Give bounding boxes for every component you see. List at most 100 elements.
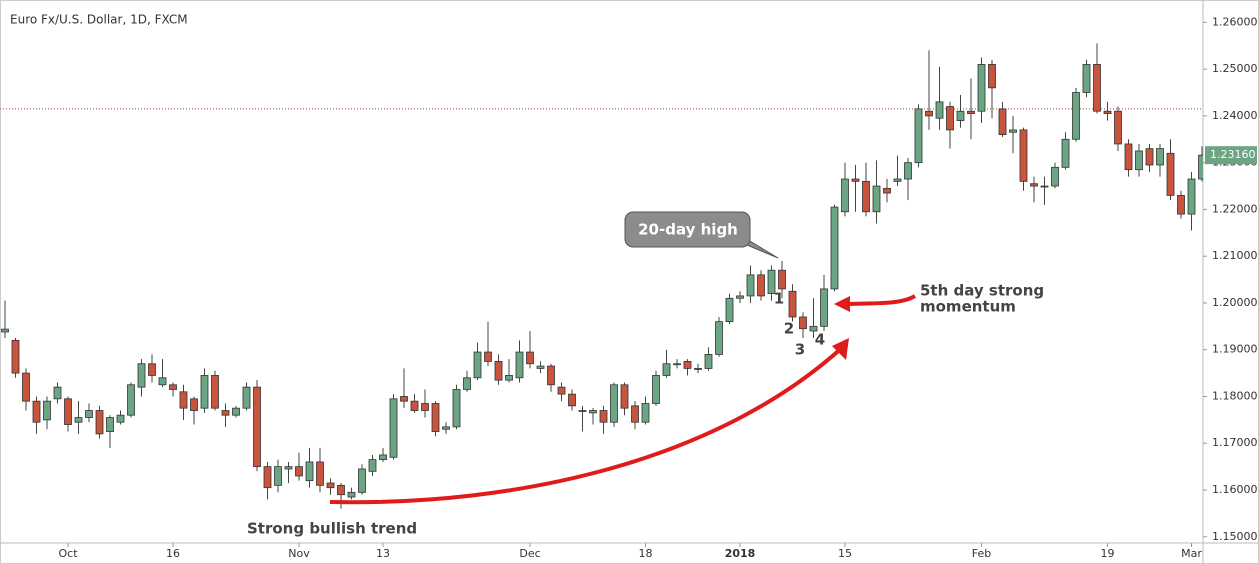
day-number: 3 <box>795 341 805 359</box>
candle-body <box>1082 64 1091 93</box>
candle-body <box>190 398 198 411</box>
candle-body <box>326 482 335 489</box>
candle-body <box>473 351 482 379</box>
candle-body <box>1093 64 1101 112</box>
candle-body <box>463 377 471 390</box>
candle-body <box>935 101 944 119</box>
candle-body <box>1019 129 1028 182</box>
candle-body <box>652 375 660 404</box>
candle-body <box>977 64 986 112</box>
candle-body <box>925 110 933 117</box>
candle-body <box>988 64 996 89</box>
candle-body <box>148 363 156 376</box>
candle-body <box>127 384 135 416</box>
candle-body <box>851 178 860 182</box>
candle-body <box>347 491 356 498</box>
candle-body <box>1124 143 1133 171</box>
candle-body <box>704 353 713 369</box>
candle-body <box>610 384 618 423</box>
candle-body <box>32 400 41 423</box>
candle-body <box>599 410 608 423</box>
candle-body <box>137 363 146 388</box>
candle-body <box>85 410 93 418</box>
day-number: 4 <box>815 331 825 349</box>
y-tick-label: 1.22000 <box>1212 202 1258 215</box>
high-label: 20-day high <box>638 221 738 239</box>
candle-body <box>725 297 734 323</box>
candle-body <box>631 405 639 423</box>
candle-body <box>200 375 209 409</box>
candle-body <box>1051 166 1059 187</box>
candle-body <box>1156 148 1164 166</box>
candle-body <box>893 178 902 182</box>
candle-body <box>620 384 629 409</box>
x-tick-label: 16 <box>166 547 180 560</box>
candle-body <box>379 454 387 461</box>
candle-body <box>998 108 1007 135</box>
candle-body <box>95 410 104 435</box>
candle-body <box>431 403 440 432</box>
candle-body <box>767 269 776 294</box>
candle-body <box>43 400 51 421</box>
candle-body <box>1145 148 1154 166</box>
candle-body <box>778 269 786 290</box>
candle-body <box>221 410 230 416</box>
x-tick-label: 19 <box>1101 547 1115 560</box>
x-tick-label: Dec <box>519 547 540 560</box>
candle-body <box>368 459 377 472</box>
candle-body <box>715 321 723 355</box>
candle-body <box>515 351 524 379</box>
trend-arrow <box>329 343 847 505</box>
candle-body <box>179 391 188 409</box>
candle-body <box>883 187 891 194</box>
candle-body <box>862 180 870 213</box>
candle-body <box>116 414 125 423</box>
x-tick-label: 2018 <box>725 547 756 560</box>
candle-body <box>683 361 692 369</box>
momentum-label: momentum <box>920 298 1016 316</box>
candle-body <box>158 377 167 386</box>
candle-body <box>494 361 503 381</box>
candle-body <box>1061 138 1070 168</box>
candle-body <box>967 110 975 114</box>
candle-body <box>389 398 398 458</box>
x-tick-label: Feb <box>972 547 991 560</box>
candle-body <box>1 328 9 333</box>
trend-label: Strong bullish trend <box>247 520 417 538</box>
day-number: 2 <box>784 320 794 338</box>
candle-body <box>1114 110 1122 145</box>
y-tick-label: 1.18000 <box>1212 389 1258 402</box>
candle-body <box>1103 110 1112 114</box>
candle-body <box>505 375 513 381</box>
candle-body <box>589 410 597 414</box>
candle-body <box>295 466 303 477</box>
candle-body <box>799 316 807 330</box>
candle-body <box>820 288 828 327</box>
candle-body <box>788 290 797 318</box>
candle-body <box>673 363 681 366</box>
candle-body <box>232 407 240 416</box>
candle-body <box>1177 194 1185 215</box>
candle-body <box>1187 178 1196 215</box>
y-tick-label: 1.20000 <box>1212 296 1258 309</box>
candle-body <box>1166 152 1175 196</box>
candle-body <box>263 466 272 489</box>
candle-body <box>316 461 324 486</box>
candle-body <box>578 410 587 412</box>
candle-body <box>736 295 744 299</box>
candle-body <box>211 375 219 409</box>
y-tick-label: 1.26000 <box>1212 15 1258 28</box>
candle-body <box>242 386 251 409</box>
candle-body <box>400 396 408 402</box>
candle-body <box>956 110 965 121</box>
candle-body <box>914 108 923 164</box>
momentum-arrow <box>847 294 917 306</box>
y-tick-label: 1.24000 <box>1212 109 1258 122</box>
chart-title: Euro Fx/U.S. Dollar, 1D, FXCM <box>10 13 188 27</box>
candle-body <box>746 274 755 297</box>
last-price-box <box>1205 146 1257 165</box>
candle-body <box>694 368 702 370</box>
candle-body <box>274 466 282 486</box>
